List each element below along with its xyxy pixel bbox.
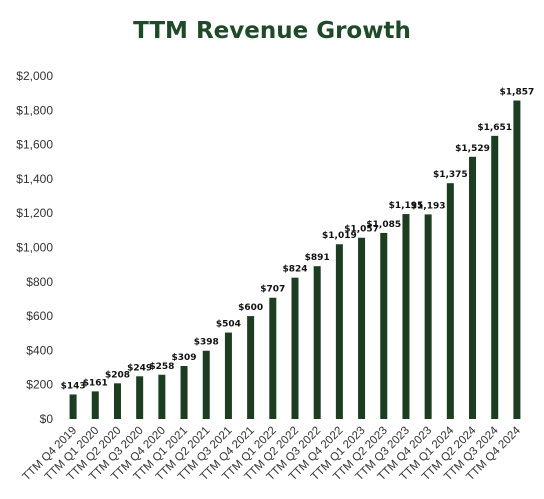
bar (335, 244, 343, 419)
y-axis: $0 $200 $400 $600 $800 $1,000 $1,200 $1,400 $1,6… (16, 69, 53, 426)
data-label: $309 (172, 353, 197, 363)
data-label: $1,375 (433, 170, 468, 180)
y-tick-label: $1,200 (16, 206, 53, 220)
y-tick-label: $1,600 (16, 138, 53, 152)
bar (469, 156, 477, 420)
bar (380, 232, 388, 419)
y-tick-label: $800 (26, 275, 53, 289)
bar (69, 394, 77, 419)
data-label: $824 (282, 265, 307, 275)
bar (269, 297, 277, 419)
data-label: $143 (61, 381, 86, 391)
bar (424, 214, 432, 419)
bar (202, 350, 210, 419)
bar (180, 366, 188, 419)
data-label: $1,857 (500, 88, 535, 98)
y-tick-label: $2,000 (16, 69, 53, 83)
data-label: $258 (149, 362, 174, 372)
data-label: $600 (238, 303, 263, 313)
data-label: $1,529 (455, 144, 490, 154)
data-label: $398 (194, 338, 219, 348)
bar (224, 332, 232, 419)
bar (91, 391, 99, 419)
bars (69, 100, 521, 420)
data-label: $1,195 (389, 201, 424, 211)
data-label: $707 (260, 285, 285, 295)
bar (313, 266, 321, 419)
bar (247, 316, 255, 419)
y-tick-label: $1,800 (16, 103, 53, 117)
y-tick-label: $1,400 (16, 172, 53, 186)
data-label: $1,085 (366, 220, 401, 230)
bar (358, 237, 366, 419)
data-label: $249 (127, 363, 152, 373)
data-labels: $143$161$208$249$258$309 $398 $504 $600 $707… (61, 88, 535, 392)
bar (113, 383, 121, 419)
data-label: $891 (305, 253, 330, 263)
data-label: $504 (216, 320, 241, 330)
bar (136, 376, 144, 419)
bar (402, 214, 410, 419)
y-tick-label: $1,000 (16, 241, 53, 255)
data-label: $1,651 (477, 123, 512, 133)
data-label: $208 (105, 370, 130, 380)
bar (158, 374, 166, 419)
y-tick-label: $400 (26, 343, 53, 357)
data-label: $1,057 (344, 225, 379, 235)
bar (491, 135, 499, 419)
chart-title: TTM Revenue Growth (133, 18, 411, 44)
bar (446, 183, 454, 419)
y-tick-label: $600 (26, 309, 53, 323)
y-tick-label: $200 (26, 378, 53, 392)
data-label: $1,019 (322, 231, 357, 241)
data-label: $161 (83, 378, 108, 388)
bar (291, 277, 299, 419)
y-tick-label: $0 (40, 412, 54, 426)
bar (513, 100, 521, 419)
data-label: $1,193 (411, 201, 446, 211)
